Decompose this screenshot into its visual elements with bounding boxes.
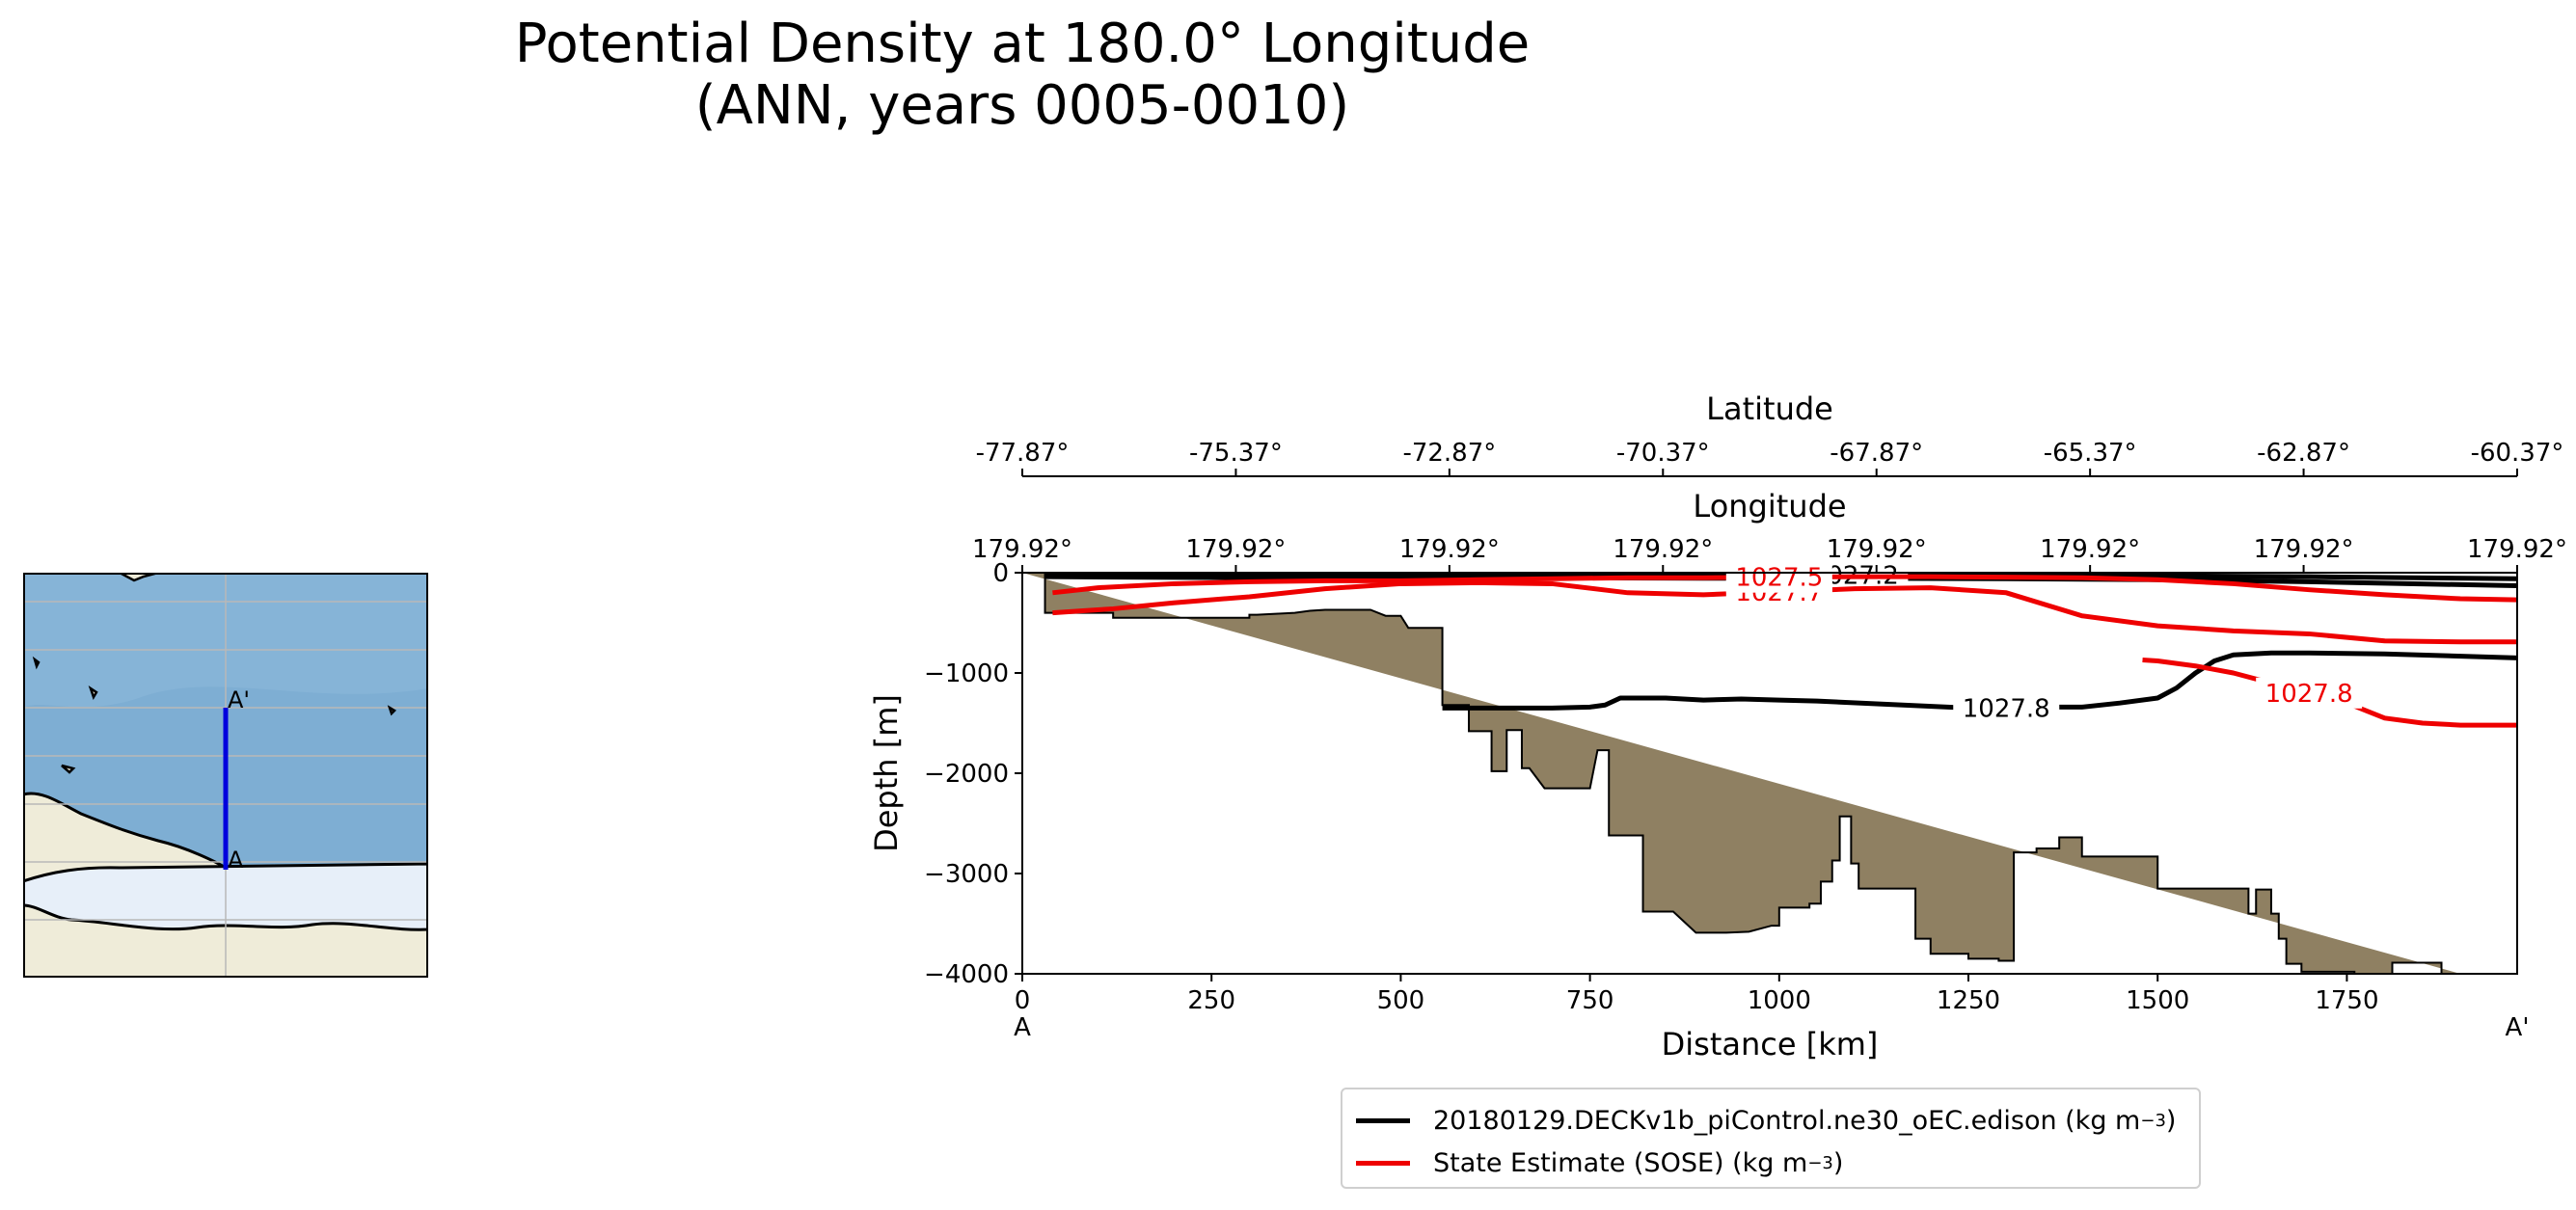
longitude-tick-label: 179.92° [2040, 535, 2140, 564]
x-axis-end-label: A' [2506, 1013, 2530, 1042]
y-tick-label: −1000 [924, 659, 1009, 688]
y-axis-label: Depth [m] [868, 694, 905, 852]
x-tick-label: 1500 [2126, 986, 2189, 1015]
chart-title-line2: (ANN, years 0005-0010) [694, 74, 1350, 137]
inset-map: A' A [23, 573, 428, 978]
longitude-tick-label: 179.92° [1613, 535, 1713, 564]
legend-unit-exponent-model: −3 [2140, 1110, 2166, 1131]
inset-map-islands [32, 573, 397, 774]
y-tick-label: −2000 [924, 760, 1009, 789]
x-tick-label: 1250 [1937, 986, 2000, 1015]
chart-title: Potential Density at 180.0° Longitude (A… [289, 13, 1755, 137]
longitude-tick-label: 179.92° [972, 535, 1072, 564]
inset-map-frame [23, 573, 428, 978]
x-axis-start-label: A [1014, 1013, 1031, 1042]
contour-label-bg [2256, 677, 2363, 709]
x-tick-label: 250 [1187, 986, 1235, 1015]
x-tick-label: 0 [1015, 986, 1031, 1015]
longitude-tick-label: 179.92° [1185, 535, 1286, 564]
legend-paren-sose: ) [1832, 1147, 1844, 1178]
y-tick-label: 0 [992, 559, 1009, 588]
y-tick-label: −3000 [924, 860, 1009, 889]
latitude-axis-label: Latitude [1706, 390, 1833, 427]
contour-label-model-1027.8: 1027.8 [1963, 694, 2050, 723]
longitude-axis-label: Longitude [1693, 488, 1846, 524]
inset-map-label-start: A [228, 847, 244, 874]
longitude-tick-label: 179.92° [2254, 535, 2354, 564]
latitude-tick-label: -77.87° [976, 439, 1070, 468]
legend-label-sose: State Estimate (SOSE) (kg m [1433, 1147, 1808, 1178]
legend-swatch-sose [1356, 1160, 1410, 1166]
latitude-tick-label: -60.37° [2471, 439, 2564, 468]
latitude-tick-label: -65.37° [2044, 439, 2137, 468]
legend-label-model: 20180129.DECKv1b_piControl.ne30_oEC.edis… [1433, 1105, 2141, 1136]
y-tick-label: −4000 [924, 960, 1009, 989]
x-tick-label: 1000 [1748, 986, 1811, 1015]
latitude-tick-label: -70.37° [1616, 439, 1710, 468]
latitude-tick-label: -62.87° [2257, 439, 2350, 468]
x-axis-label: Distance [km] [1662, 1026, 1879, 1062]
legend-entry-sose: State Estimate (SOSE) (kg m −3) [1356, 1143, 1843, 1182]
bathymetry-fill [1022, 572, 2461, 975]
longitude-tick-label: 179.92° [1399, 535, 1500, 564]
x-tick-label: 500 [1377, 986, 1425, 1015]
inset-map-label-end: A' [228, 686, 250, 713]
x-tick-label: 750 [1566, 986, 1614, 1015]
legend-entry-model: 20180129.DECKv1b_piControl.ne30_oEC.edis… [1356, 1101, 2176, 1140]
latitude-tick-label: -72.87° [1402, 439, 1496, 468]
legend-paren-model: ) [2165, 1105, 2177, 1136]
x-tick-label: 1750 [2315, 986, 2378, 1015]
longitude-tick-label: 179.92° [1827, 535, 1927, 564]
legend: 20180129.DECKv1b_piControl.ne30_oEC.edis… [1341, 1088, 2201, 1189]
contour-label-bg [1953, 692, 2060, 724]
latitude-tick-label: -67.87° [1830, 439, 1923, 468]
chart-title-line1: Potential Density at 180.0° Longitude [514, 13, 1531, 75]
contour-label-bg [1725, 561, 1832, 593]
legend-swatch-model [1356, 1117, 1410, 1123]
contour-label-sose-1027.5: 1027.5 [1735, 564, 1823, 593]
contour-label-sose-1027.8: 1027.8 [2265, 680, 2353, 709]
longitude-tick-label: 179.92° [2467, 535, 2567, 564]
legend-unit-exponent-sose: −3 [1807, 1152, 1833, 1173]
latitude-tick-label: -75.37° [1189, 439, 1283, 468]
